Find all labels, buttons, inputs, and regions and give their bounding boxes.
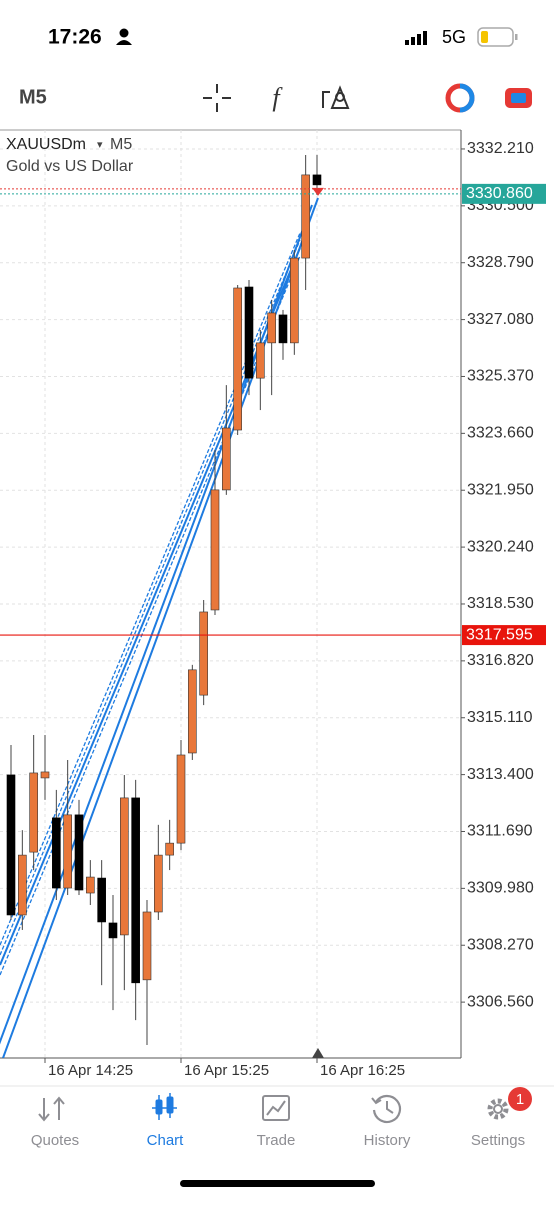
y-tick-label: 3320.240 [467, 538, 534, 555]
candle-body [142, 911, 152, 981]
alert-marker [312, 187, 324, 196]
home-indicator [180, 1180, 375, 1187]
candle-body [86, 876, 95, 894]
y-tick-label: 3327.080 [467, 311, 534, 328]
status-time: 17:26 [48, 26, 102, 49]
bottom-nav: Quotes Chart Trade History Settings 1 [31, 1087, 532, 1149]
candle-body [290, 257, 299, 344]
candle-body [29, 772, 38, 853]
candle-body [233, 287, 242, 431]
candle-body [131, 797, 140, 984]
current-price-box [462, 183, 546, 204]
y-tick-label: 3306.560 [467, 993, 534, 1010]
nav-label: Chart [147, 1132, 185, 1149]
badge-count: 1 [516, 1091, 524, 1108]
nav-tab[interactable]: Trade [257, 1095, 296, 1149]
price-line-box [462, 625, 546, 646]
nav-tab[interactable]: Quotes [31, 1096, 79, 1149]
y-tick-label: 3308.270 [467, 936, 534, 953]
candle-body [154, 854, 163, 913]
candle-body [97, 877, 106, 923]
candle-body [301, 174, 310, 259]
candle-body [267, 312, 276, 344]
candle-body [40, 771, 50, 779]
candle-body [256, 342, 265, 379]
candle-body [278, 314, 288, 344]
candle-body [52, 817, 61, 889]
chart-subtitle: Gold vs US Dollar [6, 158, 134, 175]
x-tick-label: 16 Apr 14:25 [48, 1062, 133, 1079]
candle-body [63, 814, 72, 889]
account-button[interactable] [445, 83, 475, 113]
y-tick-label: 3325.370 [467, 368, 534, 385]
candle-body [74, 814, 84, 891]
nav-label: Settings [471, 1132, 525, 1149]
candle-body [120, 797, 129, 936]
badge [508, 1087, 532, 1111]
candle-body [199, 611, 208, 696]
candle-body [108, 922, 118, 939]
x-tick-label: 16 Apr 15:25 [184, 1062, 269, 1079]
candle-body [165, 842, 174, 856]
nav-tab[interactable]: History [364, 1094, 411, 1149]
y-tick-label: 3323.660 [467, 425, 534, 442]
timeframe-button[interactable]: M5 [19, 86, 47, 108]
x-tick-label: 16 Apr 16:25 [320, 1062, 405, 1079]
candle-body [244, 286, 254, 379]
y-tick-label: 3332.210 [467, 140, 534, 157]
candle-body [222, 427, 231, 491]
current-time-marker [312, 1048, 324, 1058]
chart-symbol[interactable]: XAUUSDm [6, 136, 86, 153]
price-line-label: 3317.595 [466, 626, 533, 643]
current-price-label: 3330.860 [466, 185, 533, 202]
signal-icon [405, 31, 427, 45]
y-tick-label: 3318.530 [467, 595, 534, 612]
nav-label: Quotes [31, 1132, 79, 1149]
y-tick-label: 3321.950 [467, 481, 534, 498]
y-tick-label: 3328.790 [467, 254, 534, 271]
candle-body [210, 489, 220, 611]
nav-label: Trade [257, 1132, 296, 1149]
trade-button[interactable] [505, 88, 532, 108]
chart-timeframe: M5 [110, 136, 132, 153]
candle-body [188, 669, 197, 754]
nav-label: History [364, 1132, 411, 1149]
y-tick-label: 3316.820 [467, 652, 534, 669]
battery-icon [477, 27, 518, 47]
candle-body [18, 854, 27, 916]
symbol-dropdown[interactable]: ▾ [97, 139, 103, 151]
candle-body [176, 754, 186, 844]
candle-body [6, 774, 16, 916]
nav-tab[interactable]: Settings [471, 1098, 525, 1149]
indicators-button[interactable]: f [272, 83, 283, 112]
objects-button[interactable] [322, 85, 350, 109]
network-label: 5G [442, 27, 466, 47]
candles [0, 154, 461, 1046]
crosshair-button[interactable] [203, 84, 231, 112]
nav-tab[interactable]: Chart [147, 1093, 185, 1149]
candle-body [312, 174, 322, 186]
y-tick-label: 3311.690 [467, 823, 533, 840]
grid: 3332.2103330.5003328.7903327.0803325.370… [0, 130, 534, 1079]
y-tick-label: 3313.400 [467, 766, 534, 783]
y-tick-label: 3309.980 [467, 880, 534, 897]
y-tick-label: 3315.110 [467, 709, 533, 726]
person-icon [116, 28, 132, 45]
